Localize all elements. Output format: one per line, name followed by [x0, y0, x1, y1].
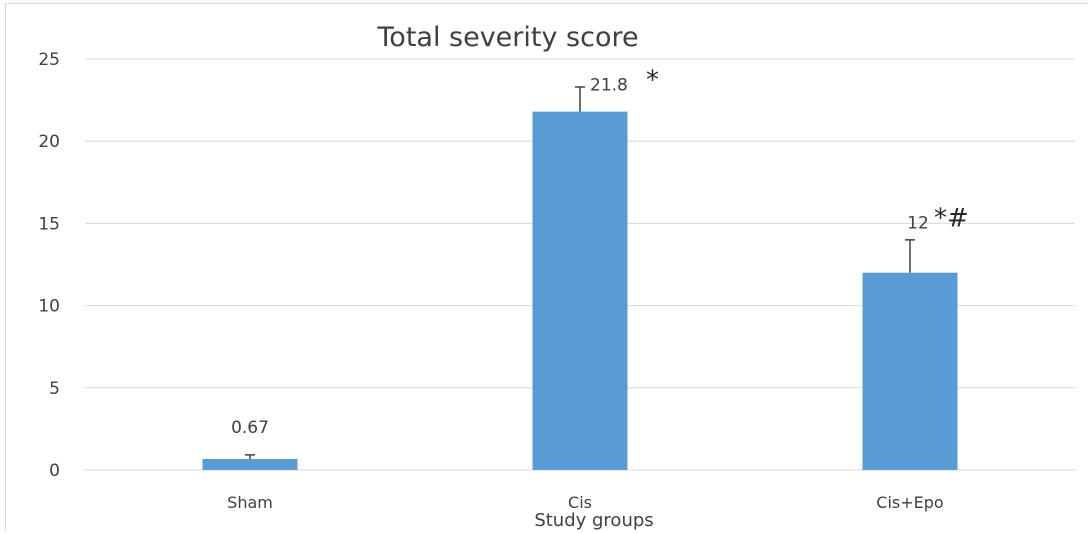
data-label: 0.67 [231, 418, 269, 438]
chart-title: Total severity score [376, 22, 638, 53]
significance-annotation: *# [934, 204, 969, 234]
x-axis-title: Study groups [534, 510, 653, 531]
labels: Sham 0.67 Cis 21.8 * Cis+Epo 12 *# [227, 66, 969, 512]
data-label: 21.8 [590, 76, 628, 96]
chart-frame [5, 3, 1088, 531]
data-label: 12 [907, 214, 929, 234]
x-tick-label: Cis+Epo [876, 493, 943, 512]
bar-cis-epo [862, 272, 958, 470]
y-tick-label: 0 [49, 461, 60, 481]
bar-sham [202, 458, 298, 470]
x-tick-label: Sham [227, 493, 273, 512]
y-tick-label: 15 [38, 214, 60, 234]
bars [202, 86, 958, 470]
significance-annotation: * [646, 66, 659, 96]
y-tick-label: 25 [38, 50, 60, 70]
y-tick-label: 5 [49, 379, 60, 399]
y-tick-label: 10 [38, 297, 60, 317]
x-tick-label: Cis [568, 493, 592, 512]
y-tick-label: 20 [38, 132, 60, 152]
y-axis-ticks: 0 5 10 15 20 25 [38, 50, 60, 481]
bar-cis [532, 111, 628, 470]
